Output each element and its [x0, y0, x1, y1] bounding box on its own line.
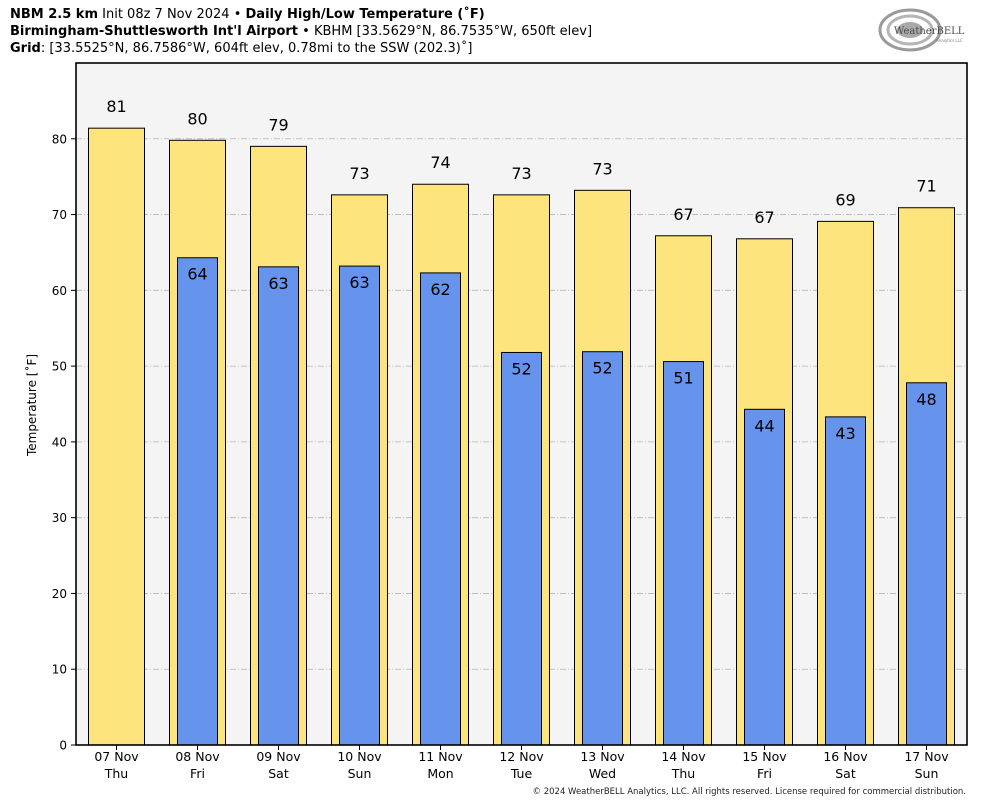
high-value-label: 69 [835, 190, 855, 209]
low-bar [339, 265, 380, 746]
y-tick-label: 40 [52, 435, 67, 449]
high-value-label: 71 [916, 177, 936, 196]
y-tick-label: 30 [52, 511, 67, 525]
x-tick-day-label: Fri [190, 766, 205, 781]
station-name: Birmingham-Shuttlesworth Int'l Airport [10, 24, 299, 39]
low-value-label: 48 [916, 390, 936, 409]
x-tick-date-label: 07 Nov [94, 749, 139, 764]
y-tick-label: 70 [52, 208, 67, 222]
x-tick-day-label: Mon [427, 766, 453, 781]
x-tick-day-label: Fri [757, 766, 772, 781]
chart-title: Daily High/Low Temperature (˚F) [245, 7, 485, 22]
low-value-label: 43 [835, 424, 855, 443]
low-value-label: 62 [430, 280, 450, 299]
low-value-label: 52 [511, 359, 531, 378]
low-bar [501, 351, 542, 746]
y-tick-label: 0 [59, 739, 67, 753]
high-value-label: 80 [187, 109, 207, 128]
x-tick-date-label: 16 Nov [823, 749, 868, 764]
high-value-label: 73 [592, 159, 612, 178]
model-name: NBM 2.5 km [10, 7, 98, 22]
high-value-label: 67 [754, 208, 774, 227]
logo-text: WeatherBELL [894, 26, 965, 37]
high-value-label: 67 [673, 205, 693, 224]
chart-header-line2: Birmingham-Shuttlesworth Int'l Airport •… [10, 23, 592, 40]
low-bar [825, 416, 866, 746]
y-tick-label: 50 [52, 360, 67, 374]
y-tick-label: 20 [52, 587, 67, 601]
low-bar [744, 408, 785, 746]
x-tick-date-label: 09 Nov [256, 749, 301, 764]
weatherbell-logo: WeatherBELL Analytics LLC [878, 8, 965, 52]
low-value-label: 63 [268, 274, 288, 293]
x-tick-date-label: 15 Nov [742, 749, 787, 764]
low-bar [177, 257, 218, 746]
high-bar [88, 127, 145, 746]
logo-subtext: Analytics LLC [936, 38, 963, 43]
high-value-label: 73 [349, 164, 369, 183]
low-value-label: 52 [592, 359, 612, 378]
low-value-label: 63 [349, 273, 369, 292]
x-tick-date-label: 12 Nov [499, 749, 544, 764]
high-value-label: 73 [511, 164, 531, 183]
y-axis: 0 10 20 30 40 50 60 70 80 [52, 132, 76, 753]
x-tick-day-label: Thu [104, 766, 128, 781]
low-value-label: 44 [754, 416, 774, 435]
x-tick-day-label: Tue [510, 766, 533, 781]
x-tick-day-label: Sun [915, 766, 939, 781]
high-value-label: 79 [268, 115, 288, 134]
x-tick-day-label: Sat [835, 766, 856, 781]
x-tick-day-label: Sun [348, 766, 372, 781]
x-tick-day-label: Sat [268, 766, 289, 781]
init-time: Init 08z 7 Nov 2024 [102, 7, 230, 22]
high-value-label: 74 [430, 153, 450, 172]
low-bar [582, 351, 623, 746]
grid-location: : [33.5525°N, 86.7586°W, 604ft elev, 0.7… [40, 41, 473, 56]
header-separator: • [302, 24, 310, 39]
low-bar [663, 361, 704, 746]
low-bar [258, 266, 299, 746]
x-tick-date-label: 14 Nov [661, 749, 706, 764]
x-tick-date-label: 08 Nov [175, 749, 220, 764]
plot-frame [75, 62, 968, 746]
y-axis-label: Temperature [˚F] [24, 354, 39, 457]
low-value-label: 51 [673, 369, 693, 388]
x-tick-date-label: 11 Nov [418, 749, 463, 764]
y-tick-label: 60 [52, 284, 67, 298]
chart-header-line1: NBM 2.5 km Init 08z 7 Nov 2024 • Daily H… [10, 6, 485, 23]
y-tick-label: 80 [52, 132, 67, 146]
x-tick-date-label: 10 Nov [337, 749, 382, 764]
x-tick-day-label: Thu [671, 766, 695, 781]
grid-label: Grid [10, 41, 41, 56]
x-tick-date-label: 17 Nov [904, 749, 949, 764]
header-separator: • [233, 7, 242, 22]
station-location: KBHM [33.5629°N, 86.7535°W, 650ft elev] [313, 24, 593, 39]
x-tick-day-label: Wed [589, 766, 616, 781]
bars: 81 80 64 79 63 73 63 74 62 73 52 73 52 67 51 67 44 69 43 71… [88, 97, 955, 746]
copyright-footer: © 2024 WeatherBELL Analytics, LLC. All r… [532, 787, 966, 797]
low-bar [420, 272, 461, 746]
y-tick-label: 10 [52, 663, 67, 677]
low-value-label: 64 [187, 265, 207, 284]
chart-header-line3: Grid: [33.5525°N, 86.7586°W, 604ft elev,… [10, 40, 472, 57]
low-bar [906, 382, 947, 746]
x-axis: 07 Nov Thu 08 Nov Fri 09 Nov Sat 10 Nov Sun 11 N… [94, 745, 949, 781]
high-value-label: 81 [106, 97, 126, 116]
x-tick-date-label: 13 Nov [580, 749, 625, 764]
